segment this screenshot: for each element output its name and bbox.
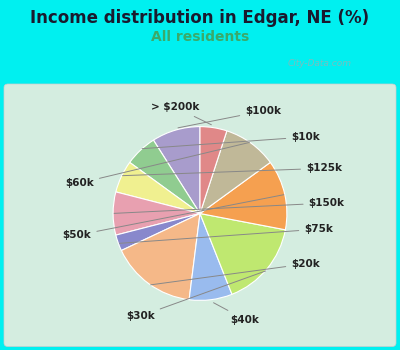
Text: $75k: $75k	[119, 224, 333, 243]
Text: $100k: $100k	[178, 106, 281, 128]
Wedge shape	[116, 214, 200, 251]
Text: Income distribution in Edgar, NE (%): Income distribution in Edgar, NE (%)	[30, 9, 370, 27]
Text: $30k: $30k	[126, 271, 266, 321]
Text: City-Data.com: City-Data.com	[288, 58, 352, 68]
Text: $60k: $60k	[65, 142, 250, 188]
Text: $10k: $10k	[142, 132, 320, 149]
Text: $50k: $50k	[63, 195, 284, 240]
Wedge shape	[200, 131, 270, 214]
Text: All residents: All residents	[151, 30, 249, 44]
Wedge shape	[113, 192, 200, 235]
FancyBboxPatch shape	[4, 84, 396, 346]
Wedge shape	[116, 162, 200, 214]
Text: $20k: $20k	[151, 259, 320, 285]
Wedge shape	[121, 214, 200, 300]
Wedge shape	[189, 214, 232, 300]
Text: $40k: $40k	[214, 303, 259, 324]
Wedge shape	[130, 140, 200, 214]
Text: $125k: $125k	[122, 163, 342, 176]
Text: $150k: $150k	[114, 198, 345, 214]
Text: > $200k: > $200k	[152, 103, 211, 125]
Wedge shape	[200, 162, 287, 230]
Wedge shape	[200, 214, 285, 294]
Wedge shape	[200, 127, 227, 214]
Wedge shape	[154, 127, 200, 214]
